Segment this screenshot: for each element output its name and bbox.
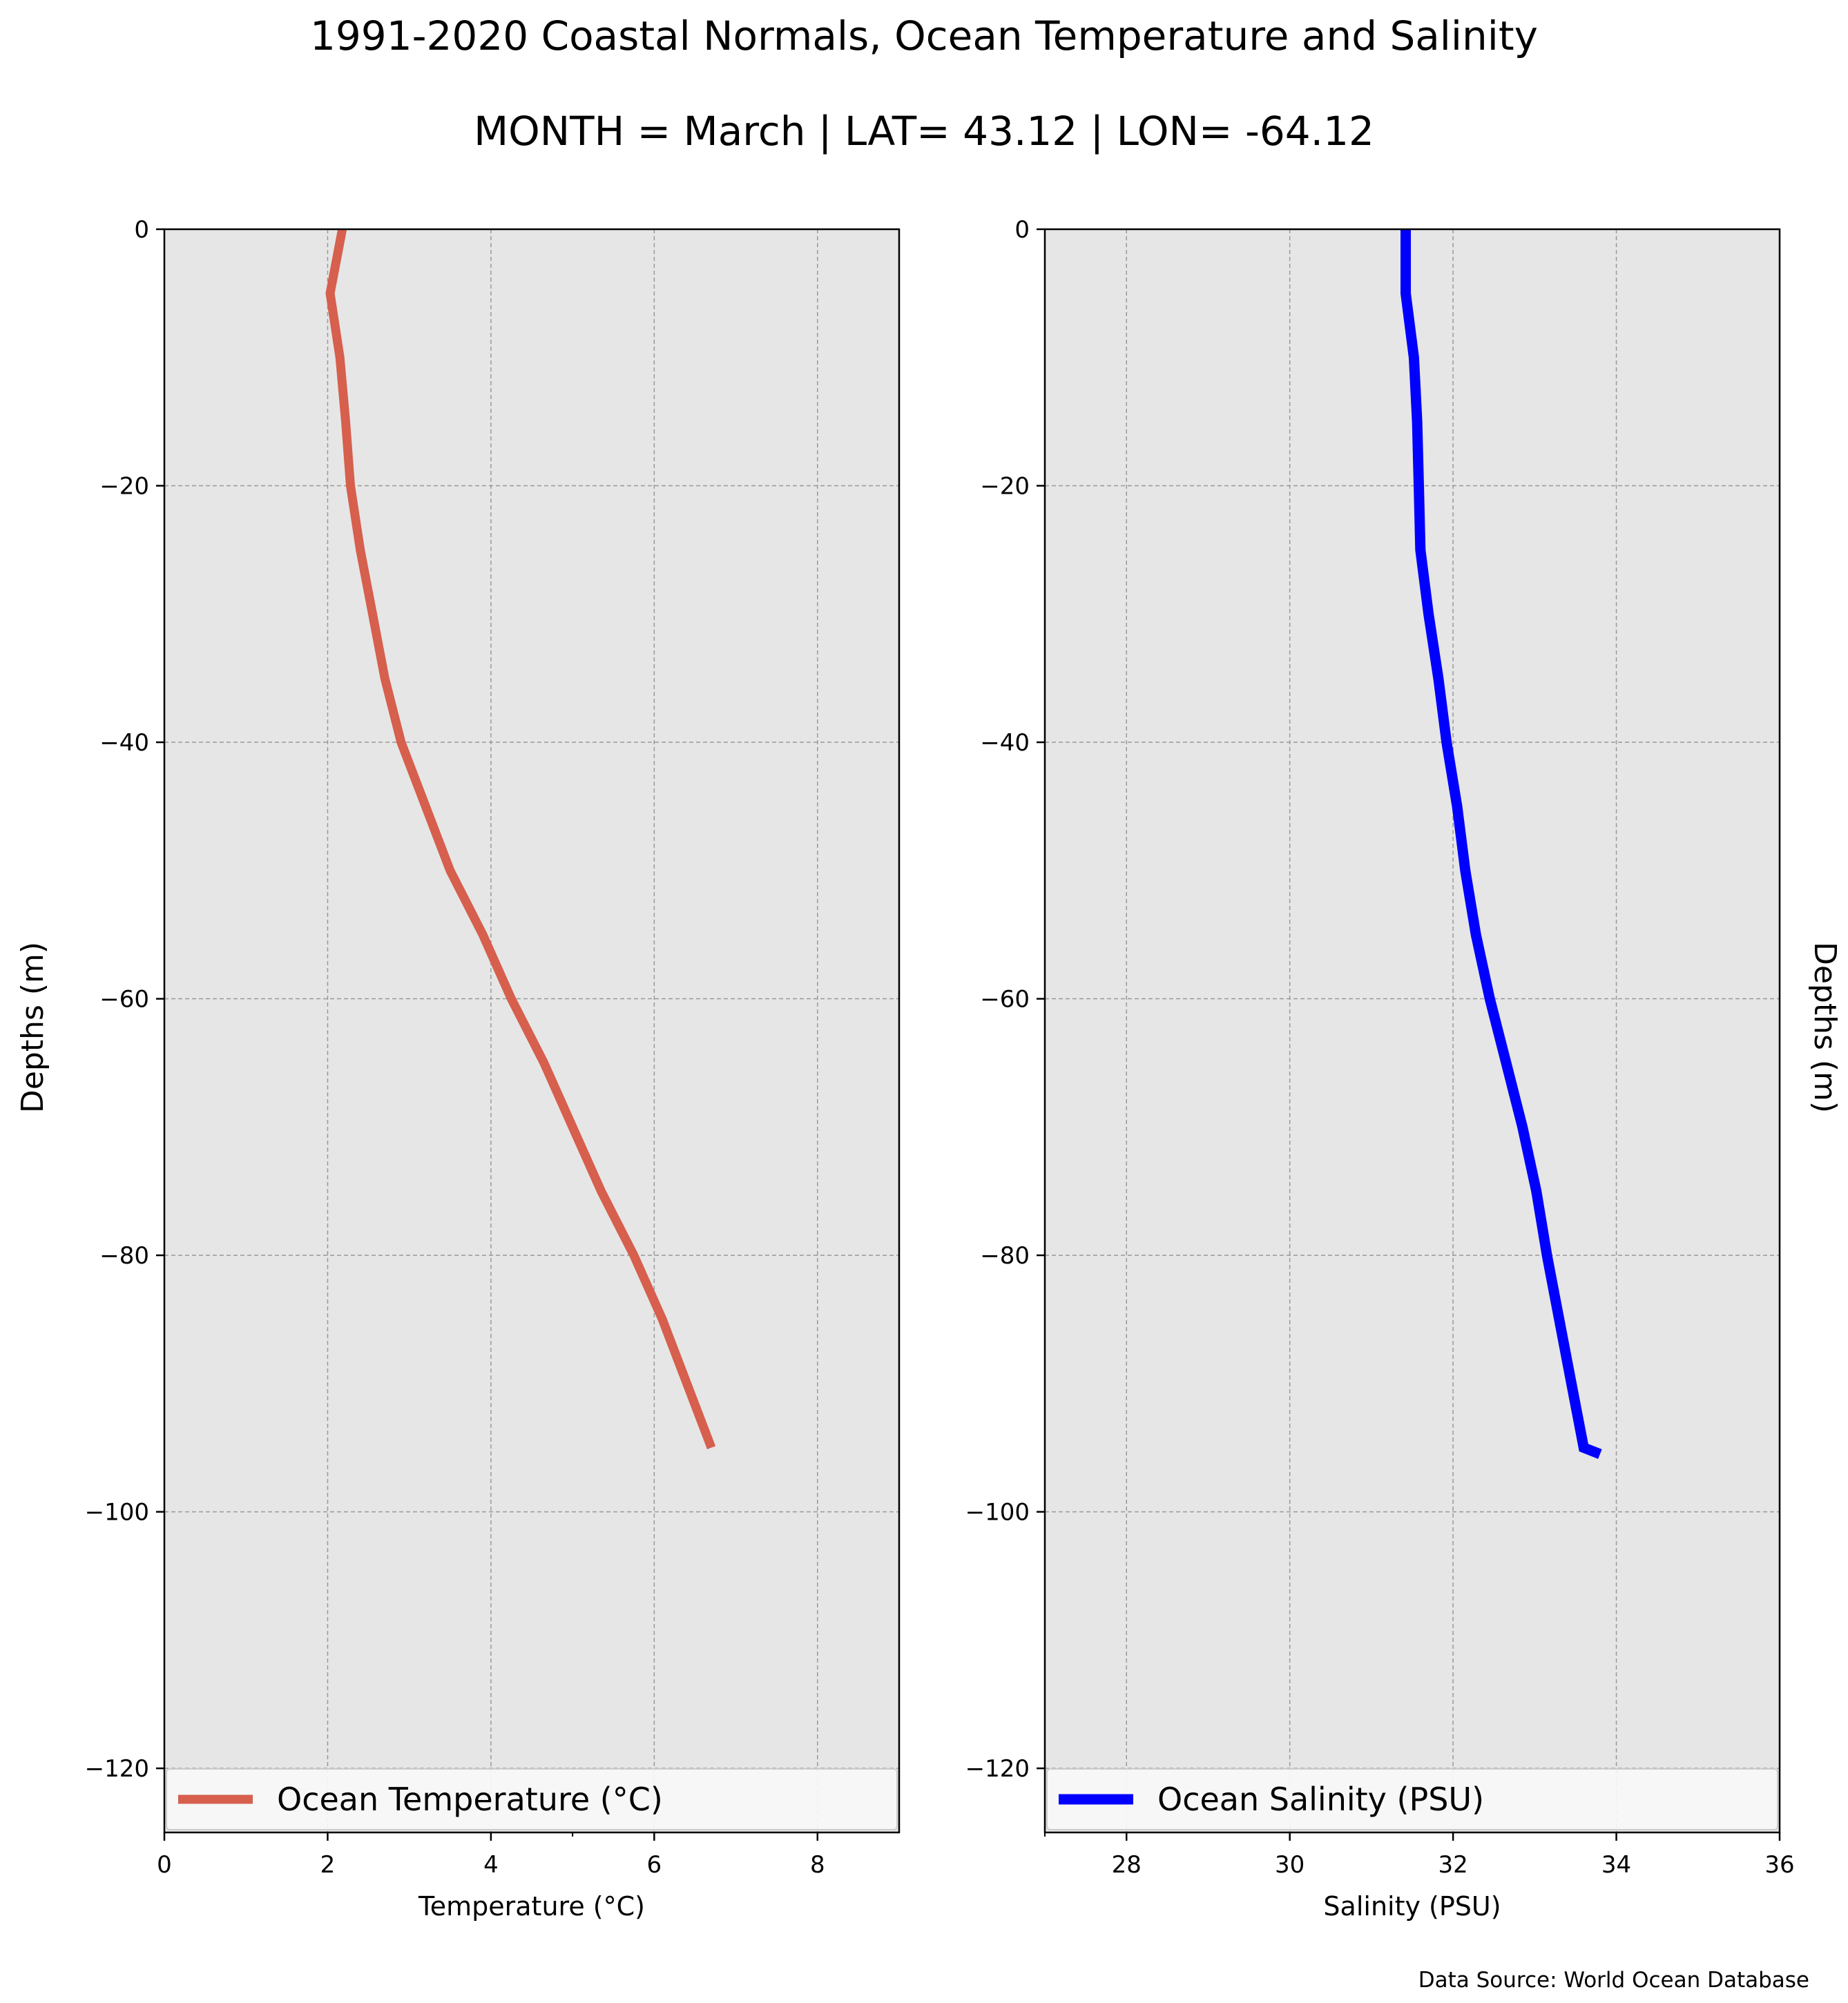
x-tick-label: 36 bbox=[1764, 1851, 1794, 1879]
salinity-panel: Ocean Salinity (PSU) 0 −20 −40 −60 −80 −100 −12… bbox=[965, 216, 1795, 1879]
y-tick-label: −80 bbox=[99, 1242, 149, 1270]
x-tick-label: 4 bbox=[483, 1851, 499, 1879]
y-tick-label: −120 bbox=[965, 1755, 1030, 1783]
legend-label: Ocean Temperature (°C) bbox=[277, 1781, 663, 1818]
x-tick-label: 34 bbox=[1601, 1851, 1631, 1879]
axes-frame bbox=[163, 228, 901, 1834]
y-tick-label: −40 bbox=[980, 729, 1030, 757]
y-tick-label: −100 bbox=[965, 1499, 1030, 1527]
y-tick-label: −60 bbox=[99, 986, 149, 1014]
y-tick-label: −60 bbox=[980, 986, 1030, 1014]
y-tick-label: −40 bbox=[99, 729, 149, 757]
y-tick-label: 0 bbox=[134, 216, 149, 244]
figure-subtitle: MONTH = March | LAT= 43.12 | LON= -64.12 bbox=[474, 108, 1374, 155]
data-source: Data Source: World Ocean Database bbox=[1418, 1968, 1809, 1993]
y-tick-label: 0 bbox=[1014, 216, 1030, 244]
plot-area bbox=[1045, 229, 1780, 1832]
xlabel-temperature: Temperature (°C) bbox=[418, 1891, 645, 1922]
axes-frame bbox=[1043, 228, 1781, 1834]
xlabel-salinity: Salinity (PSU) bbox=[1323, 1891, 1501, 1922]
figure-title: 1991-2020 Coastal Normals, Ocean Tempera… bbox=[310, 12, 1538, 59]
x-tick-label: 28 bbox=[1112, 1851, 1142, 1879]
y-tick-label: −120 bbox=[85, 1755, 149, 1783]
y-tick-label: −20 bbox=[99, 473, 149, 501]
legend-box bbox=[166, 1768, 898, 1830]
temperature-panel: Ocean Temperature (°C) 0 −20 −40 −60 −80 −100 −… bbox=[85, 216, 901, 1879]
x-tick-label: 32 bbox=[1438, 1851, 1467, 1879]
x-tick-label: 30 bbox=[1275, 1851, 1305, 1879]
ylabel-left: Depths (m) bbox=[15, 942, 50, 1113]
y-tick-label: −80 bbox=[980, 1242, 1030, 1270]
x-tick-label: 8 bbox=[810, 1851, 825, 1879]
ylabel-right: Depths (m) bbox=[1807, 942, 1842, 1113]
x-tick-label: 6 bbox=[647, 1851, 662, 1879]
x-tick-label: 0 bbox=[157, 1851, 172, 1879]
legend-label: Ocean Salinity (PSU) bbox=[1157, 1781, 1484, 1818]
legend-box bbox=[1046, 1768, 1778, 1830]
series-line bbox=[325, 228, 716, 1450]
y-tick-label: −100 bbox=[85, 1499, 149, 1527]
x-tick-label: 2 bbox=[320, 1851, 336, 1879]
series-line bbox=[1401, 229, 1602, 1459]
y-tick-label: −20 bbox=[980, 473, 1030, 501]
